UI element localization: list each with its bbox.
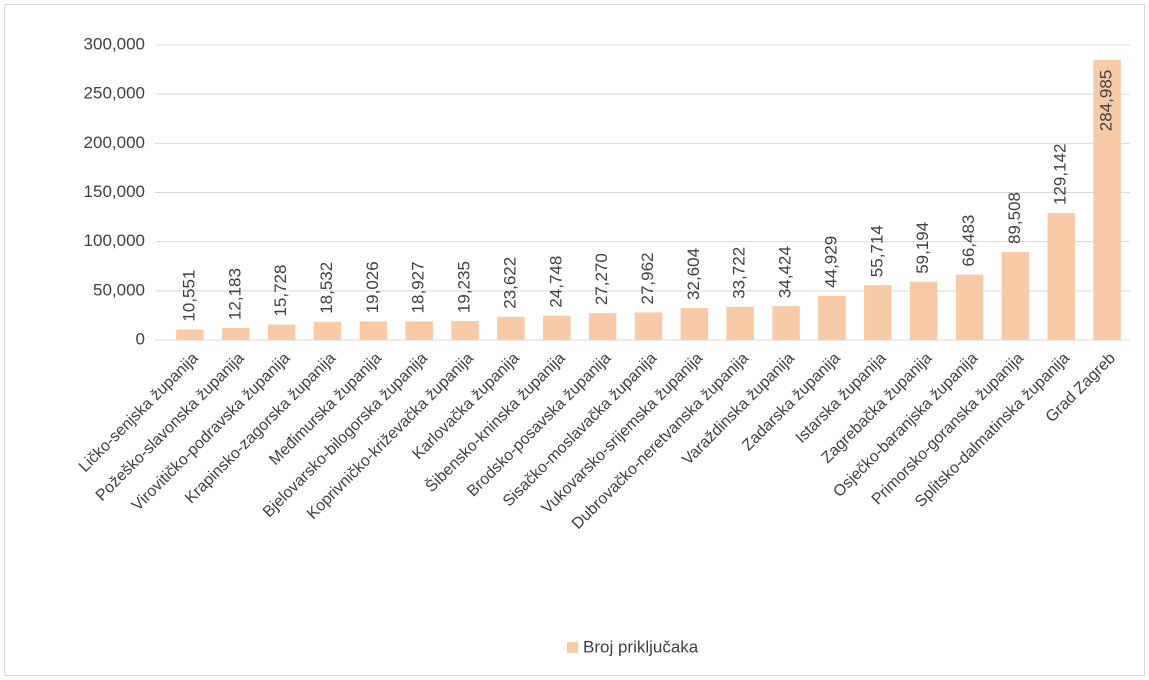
data-label: 32,604 xyxy=(684,248,703,300)
y-tick-label: 200,000 xyxy=(84,133,145,152)
data-label: 66,483 xyxy=(959,215,978,267)
bar xyxy=(1001,251,1030,340)
bar xyxy=(176,329,204,340)
data-label: 284,985 xyxy=(1097,70,1116,131)
bar xyxy=(955,274,984,340)
bar xyxy=(497,316,525,340)
data-label: 10,551 xyxy=(179,270,198,322)
data-label: 18,532 xyxy=(317,262,336,314)
data-label: 27,962 xyxy=(638,253,657,305)
data-label: 33,722 xyxy=(730,247,749,299)
y-tick-label: 300,000 xyxy=(84,34,145,53)
bar xyxy=(680,307,709,340)
y-tick-label: 0 xyxy=(136,329,145,348)
data-label: 27,270 xyxy=(592,253,611,305)
bar xyxy=(1093,59,1121,341)
bar xyxy=(909,281,938,340)
data-label: 19,235 xyxy=(455,261,474,313)
data-label: 23,622 xyxy=(500,257,519,309)
data-label: 19,026 xyxy=(363,261,382,313)
legend-label: Broj priključaka xyxy=(583,637,699,656)
y-tick-label: 250,000 xyxy=(84,84,145,103)
y-tick-label: 150,000 xyxy=(84,182,145,201)
data-label: 15,728 xyxy=(271,265,290,317)
data-label: 59,194 xyxy=(913,222,932,274)
y-tick-label: 50,000 xyxy=(93,280,145,299)
data-label: 44,929 xyxy=(821,236,840,288)
data-label: 89,508 xyxy=(1005,192,1024,244)
bar xyxy=(772,306,800,340)
bar xyxy=(359,321,388,340)
bar xyxy=(451,321,479,340)
bar xyxy=(864,285,892,340)
data-label: 34,424 xyxy=(776,246,795,298)
bar xyxy=(405,321,433,340)
bar xyxy=(543,315,571,340)
data-label: 18,927 xyxy=(409,261,428,313)
bar xyxy=(634,312,663,340)
data-label: 24,748 xyxy=(546,256,565,308)
bar xyxy=(818,295,846,340)
bar xyxy=(222,328,250,340)
bar xyxy=(726,306,754,340)
y-tick-label: 100,000 xyxy=(84,231,145,250)
legend-swatch xyxy=(567,642,578,653)
bar xyxy=(1047,213,1075,340)
bar xyxy=(588,313,617,340)
bar xyxy=(267,324,296,340)
data-label: 55,714 xyxy=(867,225,886,277)
data-label: 12,183 xyxy=(225,268,244,320)
data-label: 129,142 xyxy=(1051,144,1070,205)
bar xyxy=(313,321,342,340)
